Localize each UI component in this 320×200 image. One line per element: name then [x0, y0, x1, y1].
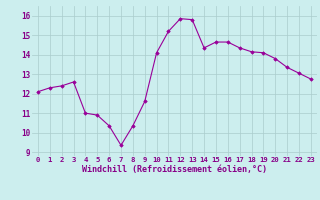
X-axis label: Windchill (Refroidissement éolien,°C): Windchill (Refroidissement éolien,°C)	[82, 165, 267, 174]
